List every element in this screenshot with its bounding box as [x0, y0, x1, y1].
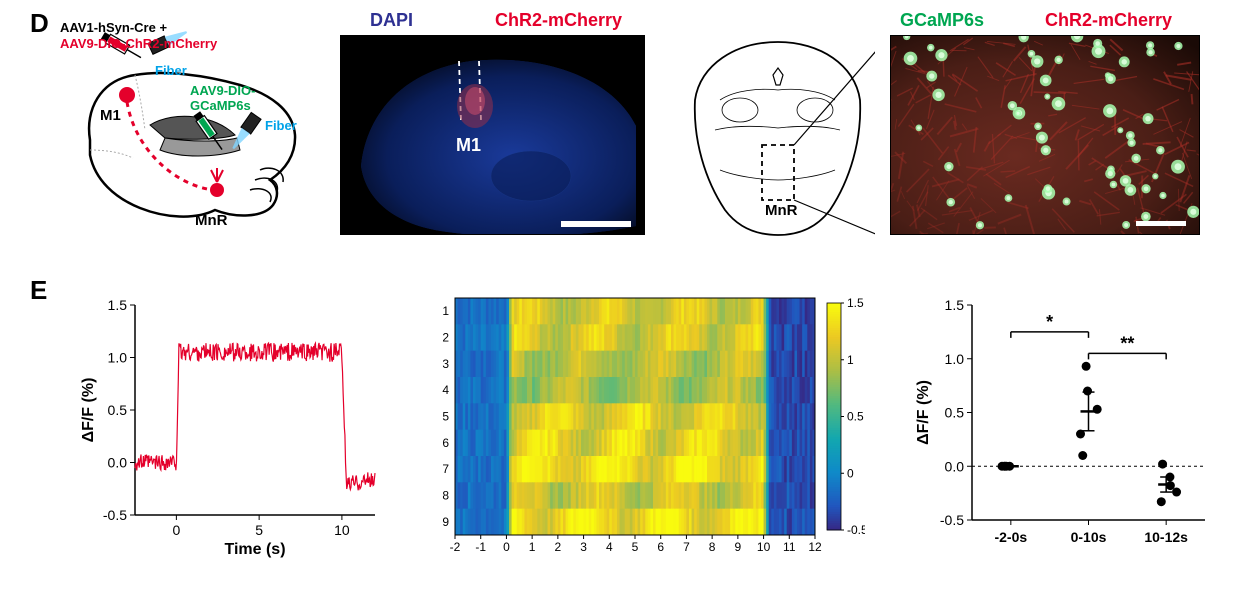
svg-text:10: 10	[334, 522, 350, 538]
dapi-label: DAPI	[370, 10, 413, 31]
fiber-label-m1: Fiber	[155, 63, 187, 78]
svg-text:12: 12	[808, 540, 822, 554]
svg-text:*: *	[1046, 312, 1053, 332]
micrograph-m1: M1	[340, 35, 645, 235]
m1-region-label: M1	[456, 135, 481, 155]
svg-text:1.5: 1.5	[945, 297, 965, 313]
svg-text:8: 8	[709, 540, 716, 554]
svg-text:2: 2	[555, 540, 562, 554]
svg-text:10-12s: 10-12s	[1144, 529, 1188, 545]
svg-text:10: 10	[757, 540, 771, 554]
chr2-label-1: ChR2-mCherry	[495, 10, 622, 31]
virus-label-m1-line2: AAV9-DIO-ChR2-mCherry	[60, 36, 218, 51]
svg-text:7: 7	[683, 540, 690, 554]
svg-text:Time (s): Time (s)	[224, 541, 285, 558]
svg-text:1.0: 1.0	[108, 350, 128, 366]
svg-text:-1: -1	[475, 540, 486, 554]
svg-text:-0.5: -0.5	[847, 523, 865, 537]
svg-text:0.5: 0.5	[108, 402, 128, 418]
svg-text:11: 11	[783, 540, 796, 554]
fiber-label-mnr: Fiber	[265, 118, 297, 133]
svg-text:1: 1	[442, 304, 449, 318]
svg-text:0: 0	[172, 522, 180, 538]
svg-text:**: **	[1120, 333, 1134, 353]
mnr-label: MnR	[195, 212, 228, 229]
svg-text:-2: -2	[450, 540, 461, 554]
svg-text:0-10s: 0-10s	[1071, 529, 1107, 545]
svg-text:1: 1	[847, 353, 854, 367]
svg-text:-0.5: -0.5	[940, 512, 964, 528]
svg-text:9: 9	[442, 515, 449, 529]
svg-text:0.0: 0.0	[945, 458, 965, 474]
virus-label-mnr-line1: AAV9-DIO-	[190, 83, 255, 98]
svg-text:0: 0	[503, 540, 510, 554]
svg-text:1.0: 1.0	[945, 351, 965, 367]
svg-text:7: 7	[442, 462, 449, 476]
svg-text:0.5: 0.5	[945, 405, 965, 421]
svg-text:6: 6	[442, 436, 449, 450]
svg-text:4: 4	[442, 383, 449, 397]
virus-label-mnr-line2: GCaMP6s	[190, 98, 251, 113]
atlas-drawing: MnR	[680, 30, 875, 240]
svg-text:ΔF/F (%): ΔF/F (%)	[80, 378, 97, 443]
svg-text:-2-0s: -2-0s	[994, 529, 1027, 545]
svg-text:ΔF/F (%): ΔF/F (%)	[915, 380, 932, 445]
svg-text:5: 5	[255, 522, 263, 538]
svg-text:3: 3	[580, 540, 587, 554]
svg-text:6: 6	[657, 540, 664, 554]
virus-label-m1-line1: AAV1-hSyn-Cre +	[60, 20, 167, 35]
svg-text:1.5: 1.5	[847, 296, 864, 310]
panel-d: AAV1-hSyn-Cre + AAV9-DIO-ChR2-mCherry M1…	[45, 10, 1225, 255]
svg-text:4: 4	[606, 540, 613, 554]
svg-text:5: 5	[632, 540, 639, 554]
micrograph-mnr	[890, 35, 1200, 235]
svg-text:8: 8	[442, 489, 449, 503]
svg-text:2: 2	[442, 331, 449, 345]
figure: D E	[0, 0, 1243, 597]
atlas-mnr-label: MnR	[765, 202, 798, 219]
chr2-label-2: ChR2-mCherry	[1045, 10, 1172, 31]
svg-text:1.5: 1.5	[108, 297, 128, 313]
svg-text:-0.5: -0.5	[103, 507, 127, 523]
svg-text:0: 0	[847, 466, 854, 480]
dff-scatter: -0.5 0.0 0.5 1.0 1.5 -2-0s 0-10s 10-12s ΔF/F (%)…	[910, 290, 1215, 560]
gcamp-label: GCaMP6s	[900, 10, 984, 31]
svg-text:5: 5	[442, 410, 449, 424]
svg-text:0.0: 0.0	[108, 455, 128, 471]
svg-text:1: 1	[529, 540, 536, 554]
dff-linechart: -0.5 0.0 0.5 1.0 1.5 0 5 10 ΔF/F (%) Time (s)	[75, 290, 385, 560]
svg-text:3: 3	[442, 357, 449, 371]
panel-e: -0.50.00.51.01.50510ΔF/F (%)Time (s) 123…	[45, 280, 1225, 580]
svg-text:9: 9	[735, 540, 742, 554]
dff-heatmap: 123456789-2-10123456789101112-0.500.511.…	[425, 290, 865, 560]
svg-text:0.5: 0.5	[847, 410, 864, 424]
schematic-diagram: AAV1-hSyn-Cre + AAV9-DIO-ChR2-mCherry M1…	[55, 20, 315, 230]
m1-label: M1	[100, 107, 121, 124]
